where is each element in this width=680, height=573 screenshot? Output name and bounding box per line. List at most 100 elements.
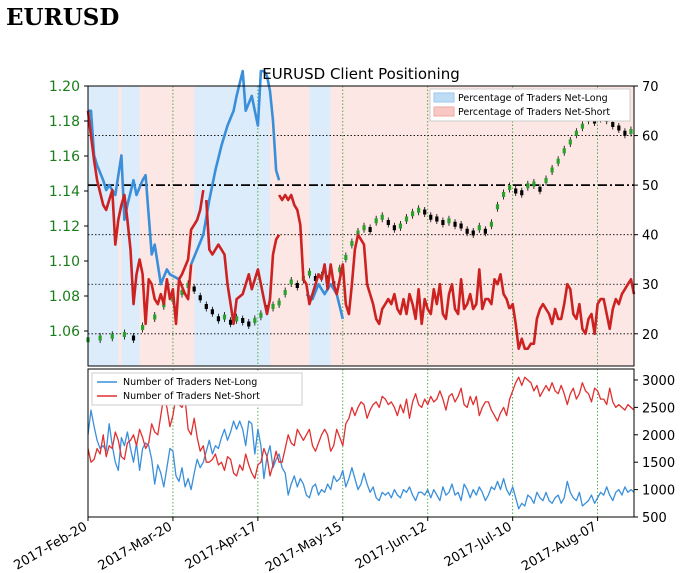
percent-tick-label-3: 40	[642, 229, 659, 244]
percent-tick-label-0: 70	[642, 80, 659, 95]
price-candle-body-12	[198, 295, 202, 301]
net-short-percent-line-2	[177, 189, 205, 280]
net-short-percent-line-0	[177, 264, 193, 301]
net-short-percent-line-3	[205, 199, 281, 326]
price-candle-body-28	[295, 283, 299, 288]
price-candle-body-21	[253, 318, 257, 323]
price-candle-body-56	[465, 228, 469, 234]
price-candle-body-48	[417, 207, 421, 213]
legend-label-net-short-pct: Percentage of Traders Net-Short	[458, 107, 610, 118]
net-short-shading-band-1	[139, 86, 195, 366]
price-candle-body-75	[580, 123, 585, 129]
price-candle-body-3	[122, 332, 126, 337]
price-candle-body-35	[338, 267, 342, 273]
price-candle-body-39	[362, 225, 366, 231]
price-candle-body-63	[508, 185, 512, 190]
net-short-percent-line-4	[277, 193, 372, 316]
price-candle-body-51	[435, 216, 439, 222]
price-candle-body-50	[429, 214, 433, 220]
price-candle-body-69	[544, 178, 548, 183]
price-candle-body-59	[483, 228, 487, 234]
count-tick-label-4: 1000	[642, 484, 675, 499]
net-short-shading-band-2	[270, 86, 310, 366]
price-tick-label-4: 1.12	[49, 219, 80, 235]
price-candle-body-61	[495, 204, 500, 210]
net-short-shading-band-0	[118, 86, 122, 366]
percent-tick-label-2: 50	[642, 179, 659, 194]
price-candle-body-47	[410, 211, 415, 217]
price-candle-body-18	[235, 316, 239, 322]
legend-label-net-long-count: Number of Traders Net-Long	[123, 377, 257, 388]
price-candle-body-54	[453, 221, 457, 227]
price-candle-body-65	[520, 190, 524, 196]
price-candle-body-72	[562, 148, 566, 154]
price-candle-body-4	[131, 335, 136, 341]
count-tick-label-5: 500	[642, 511, 667, 526]
price-candle-body-19	[241, 318, 245, 323]
legend-label-net-long-pct: Percentage of Traders Net-Long	[458, 93, 608, 104]
price-candle-body-67	[532, 181, 536, 187]
price-candle-body-60	[489, 221, 494, 227]
price-candle-body-31	[313, 276, 318, 281]
price-tick-label-3: 1.14	[49, 184, 80, 200]
price-candle-body-37	[350, 241, 354, 246]
net-short-percent-line-6	[508, 278, 636, 350]
price-candle-body-83	[629, 129, 633, 134]
count-tick-label-3: 1500	[642, 456, 675, 471]
price-candle-body-57	[471, 230, 475, 236]
price-candle-body-71	[556, 158, 560, 164]
price-candle-body-44	[392, 225, 396, 231]
net-long-shading-band-3	[309, 86, 331, 366]
legend-swatch-net-short-pct	[433, 106, 455, 117]
percent-tick-label-5: 20	[642, 328, 659, 343]
price-candle-body-11	[192, 286, 196, 292]
net-long-percent-line-1	[189, 69, 281, 265]
count-tick-label-1: 2500	[642, 401, 675, 416]
price-tick-label-6: 1.08	[49, 289, 80, 305]
price-candle-body-27	[289, 279, 293, 285]
price-candle-body-81	[617, 125, 621, 131]
price-candle-body-16	[222, 314, 227, 320]
x-tick-label-2: 2017-Apr-17	[183, 519, 260, 572]
bottom-legend-box	[91, 372, 303, 406]
price-candle-body-17	[228, 319, 233, 325]
price-candle-body-42	[380, 214, 384, 220]
price-candle-body-58	[477, 225, 481, 231]
bottom-legend: Number of Traders Net-Long Number of Tra…	[91, 372, 303, 406]
price-candle-body-52	[441, 220, 445, 225]
price-candle-body-68	[538, 186, 542, 192]
top-legend-box	[429, 88, 631, 122]
price-candle-body-38	[356, 230, 360, 236]
price-candle-body-1	[98, 335, 102, 341]
x-tick-label-1: 2017-Mar-20	[96, 519, 175, 573]
price-candle-body-46	[404, 216, 409, 222]
price-candle-body-45	[398, 223, 403, 229]
price-candle-body-13	[204, 304, 208, 309]
count-tick-label-2: 2000	[642, 429, 675, 444]
price-candle-body-9	[180, 290, 184, 295]
price-candle-body-43	[386, 220, 390, 225]
price-candle-body-40	[368, 227, 372, 232]
top-legend: Percentage of Traders Net-Long Percentag…	[429, 88, 631, 122]
x-tick-label-4: 2017-Jun-12	[353, 519, 430, 572]
price-candle-body-15	[216, 316, 221, 322]
net-short-percent-line-1	[86, 110, 181, 326]
net-long-shading-band-1	[121, 86, 140, 366]
price-candle-body-73	[568, 139, 572, 145]
price-candle-body-6	[153, 314, 157, 320]
sentiment-shading	[88, 86, 634, 366]
price-candle-body-36	[344, 255, 348, 260]
price-candle-body-24	[271, 304, 275, 309]
price-tick-label-1: 1.18	[49, 114, 80, 130]
percent-tick-label-4: 30	[642, 278, 659, 293]
price-candle-body-74	[574, 130, 578, 136]
price-candle-body-53	[447, 218, 451, 224]
price-candle-body-41	[374, 218, 378, 224]
page-title: EURUSD	[6, 4, 120, 31]
price-candle-body-49	[423, 209, 427, 215]
price-candle-body-26	[283, 290, 287, 295]
price-tick-label-7: 1.06	[49, 324, 80, 340]
net-long-count-line	[87, 409, 635, 510]
price-candle-body-25	[277, 300, 281, 306]
